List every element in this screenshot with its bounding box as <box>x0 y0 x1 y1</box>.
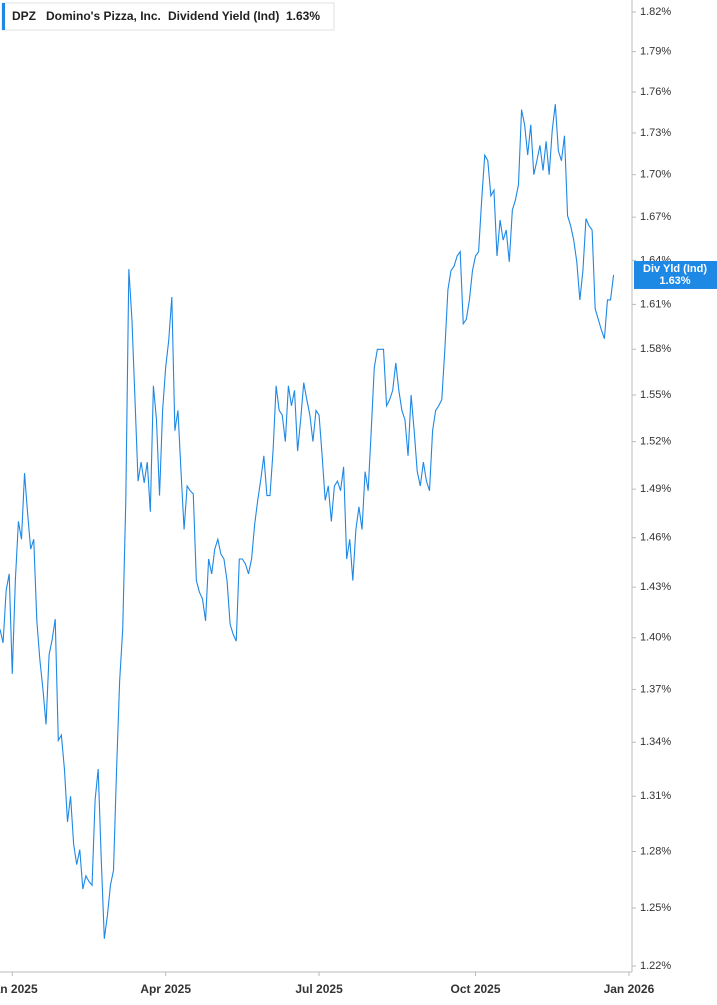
y-tick-label: 1.25% <box>640 902 671 914</box>
y-tick-label: 1.61% <box>640 298 671 310</box>
last-value-name: Div Yld (Ind) <box>643 263 707 275</box>
y-tick-label: 1.22% <box>640 960 671 972</box>
last-value-label: 1.63% <box>659 275 690 287</box>
y-tick-label: 1.67% <box>640 211 671 223</box>
y-tick-label: 1.79% <box>640 46 671 58</box>
y-tick-label: 1.34% <box>640 736 671 748</box>
line-series <box>0 104 615 939</box>
y-tick-label: 1.73% <box>640 127 671 139</box>
y-tick-label: 1.55% <box>640 389 671 401</box>
y-tick-label: 1.46% <box>640 532 671 544</box>
y-tick-label: 1.49% <box>640 483 671 495</box>
legend-swatch <box>2 3 5 30</box>
y-tick-label: 1.70% <box>640 169 671 181</box>
y-tick-label: 1.43% <box>640 581 671 593</box>
y-tick-label: 1.52% <box>640 436 671 448</box>
x-tick-label: Jan 2025 <box>0 982 38 996</box>
y-tick-label: 1.76% <box>640 86 671 98</box>
legend-metric: Dividend Yield (Ind) <box>168 9 279 23</box>
legend-value: 1.63% <box>286 9 320 23</box>
x-tick-label: Apr 2025 <box>140 982 191 996</box>
y-tick-label: 1.82% <box>640 6 671 18</box>
last-value-tag <box>634 260 717 289</box>
legend-company: Domino's Pizza, Inc. <box>46 9 161 23</box>
x-tick-label: Jul 2025 <box>295 982 343 996</box>
y-tick-label: 1.40% <box>640 632 671 644</box>
y-tick-label: 1.31% <box>640 790 671 802</box>
x-tick-label: Oct 2025 <box>451 982 501 996</box>
y-tick-label: 1.28% <box>640 845 671 857</box>
y-tick-label: 1.58% <box>640 343 671 355</box>
legend-ticker: DPZ <box>12 9 36 23</box>
y-tick-label: 1.37% <box>640 683 671 695</box>
x-tick-label: Jan 2026 <box>604 982 655 996</box>
